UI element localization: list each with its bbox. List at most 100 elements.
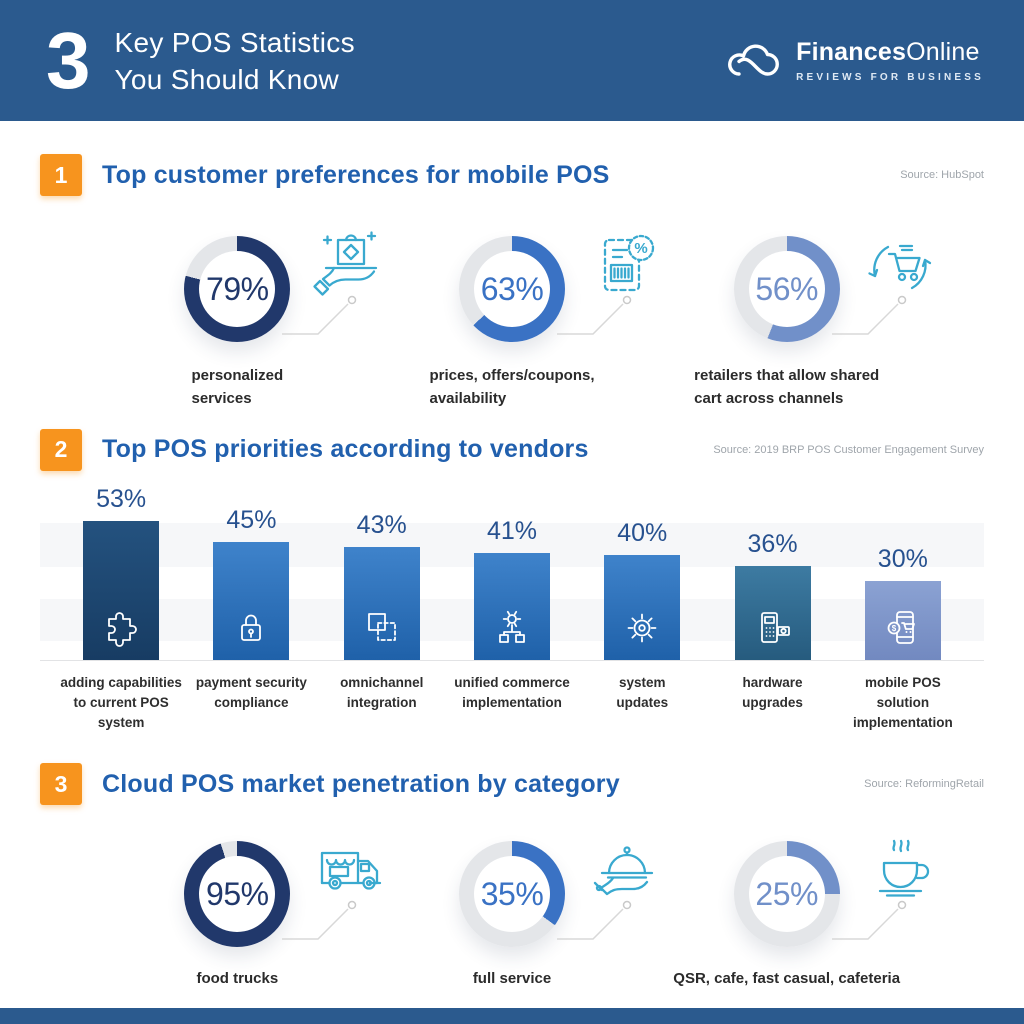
bar-item: 43% (317, 511, 447, 660)
donut-hole (474, 251, 550, 327)
padlock-icon (231, 608, 271, 648)
section-1-header: 1 Top customer preferences for mobile PO… (40, 154, 984, 196)
donut-chart: 56% (733, 236, 840, 342)
donut-value: 35% (480, 875, 544, 912)
source-note: Source: HubSpot (900, 169, 984, 181)
bar-category: adding capabilities to current POS system (60, 674, 182, 731)
bars-row: 53% 45% (40, 485, 984, 661)
brand-text: FinancesOnline REVIEWS FOR BUSINESS (796, 38, 984, 83)
source-note: Source: 2019 BRP POS Customer Engagement… (713, 443, 984, 456)
connector-line (557, 901, 632, 940)
bar-value-label: 45% (226, 505, 277, 534)
brand-tagline: REVIEWS FOR BUSINESS (796, 72, 984, 83)
donut-hole (199, 856, 276, 933)
bar-value-label: 36% (747, 529, 798, 558)
donut-chart: 79% (184, 236, 291, 342)
donut-hole (474, 856, 550, 933)
donut-label: retailers that allow shared cart across … (694, 367, 880, 408)
section-2-header: 2 Top POS priorities according to vendor… (40, 428, 984, 471)
donut-chart: 95% (184, 841, 291, 948)
connector-line (831, 901, 906, 940)
brand-logo: FinancesOnline REVIEWS FOR BUSINESS (724, 38, 984, 84)
donut-label: personalized services (191, 367, 284, 408)
donut-value: 63% (480, 270, 544, 307)
omnichannel-icon (362, 608, 402, 648)
cloud-logo-icon (724, 38, 782, 84)
bar (734, 565, 811, 660)
donut-value: 25% (755, 875, 818, 912)
donut-chart: 35% (459, 841, 565, 948)
discount-coupon-icon: % (583, 226, 667, 310)
header-big-number: 3 (46, 15, 91, 105)
donut-label: food trucks (196, 970, 279, 988)
donut-value: 95% (206, 875, 269, 912)
bar: $ (864, 580, 941, 660)
section-title: Top customer preferences for mobile POS (102, 160, 610, 189)
payment-terminal-icon (753, 608, 793, 648)
donut-label: prices, offers/coupons, availability (429, 367, 595, 408)
donut-hole (748, 251, 825, 327)
cart-sync-icon (858, 226, 942, 310)
bar-item: 36% (707, 530, 837, 660)
stat-prices-offers: 63% % (375, 234, 655, 411)
donut-label: QSR, cafe, fast casual, cafeteria (673, 970, 901, 988)
section-number-badge: 1 (40, 154, 82, 196)
bar-category: payment security compliance (195, 674, 307, 710)
donut-chart: 63% (459, 236, 565, 342)
bar (604, 554, 681, 660)
bar-item: 53% (56, 485, 186, 660)
stat-food-trucks: 95% (100, 841, 382, 990)
donut-row-cloud-pos: 95% (40, 840, 984, 990)
section-title: Cloud POS market penetration by category (102, 769, 620, 798)
footer-bar (0, 1008, 1024, 1024)
page-title: Key POS Statistics You Should Know (115, 24, 355, 98)
bar-chart: 53% 45% (40, 485, 984, 734)
bar-item: 41% (447, 517, 577, 660)
bar-item: 45% (186, 506, 316, 660)
page-title-line1: Key POS Statistics (114, 26, 355, 58)
puzzle-icon (101, 608, 141, 648)
bar-item: 40% (577, 519, 707, 660)
stat-shared-cart: 56% (649, 236, 931, 411)
bar-value-label: 40% (617, 518, 668, 547)
stat-full-service: 35% (375, 841, 654, 990)
bar-category: hardware upgrades (742, 674, 803, 710)
section-number-badge: 3 (40, 763, 82, 806)
brand-name: FinancesOnline (796, 38, 980, 66)
bar-value-label: 30% (877, 544, 928, 573)
bar-value-label: 41% (486, 516, 537, 545)
connector-line (282, 295, 357, 335)
serving-dish-icon (583, 831, 667, 915)
gear-icon (622, 608, 662, 648)
header-banner: 3 Key POS Statistics You Should Know Fin… (0, 0, 1024, 121)
section-title: Top POS priorities according to vendors (102, 435, 589, 463)
donut-label: full service (472, 970, 552, 988)
section-3-header: 3 Cloud POS market penetration by catego… (40, 763, 984, 806)
donut-hole (748, 856, 825, 933)
content-area: 1 Top customer preferences for mobile PO… (0, 154, 1024, 991)
bar-category: unified commerce implementation (454, 674, 570, 710)
connector-line (282, 901, 357, 940)
donut-chart: 25% (733, 841, 840, 948)
section-number-badge: 2 (40, 428, 82, 471)
bar-category-labels: adding capabilities to current POS system… (40, 673, 984, 734)
svg-text:$: $ (892, 624, 897, 633)
bar-value-label: 43% (356, 510, 407, 539)
bar-value-label: 53% (96, 484, 147, 513)
stat-personalized-services: 79% (100, 231, 378, 411)
workflow-gear-icon (492, 608, 532, 648)
connector-line (557, 295, 632, 335)
bar (473, 552, 550, 660)
donut-row-preferences: 79% (40, 231, 984, 411)
bar (343, 546, 420, 660)
page-title-line2: You Should Know (114, 63, 340, 95)
donut-hole (199, 251, 276, 327)
stat-qsr-cafe: 25% Q (649, 840, 929, 990)
source-note: Source: ReformingRetail (864, 778, 984, 791)
bar-category: omnichannel integration (340, 674, 424, 710)
mobile-pos-icon: $ (883, 608, 923, 648)
donut-value: 79% (206, 270, 269, 307)
food-truck-icon (308, 831, 392, 915)
gift-hand-icon (308, 226, 392, 310)
